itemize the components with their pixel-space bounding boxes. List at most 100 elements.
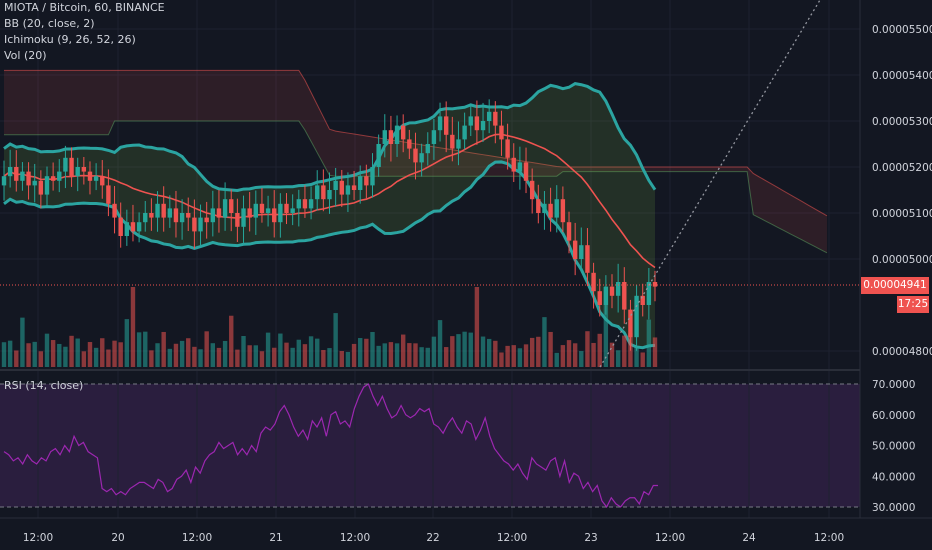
time-tick-label: 12:00 <box>814 532 844 544</box>
rsi-tick-label: 60.0000 <box>872 410 915 422</box>
time-tick-label: 12:00 <box>497 532 527 544</box>
volume-bar <box>32 341 37 367</box>
candle-body <box>20 171 25 181</box>
volume-bar <box>1 342 7 367</box>
volume-bar <box>419 347 424 367</box>
volume-bar <box>112 340 117 367</box>
candle-body <box>278 203 283 223</box>
candle-body <box>130 222 136 232</box>
volume-bar <box>106 349 111 367</box>
volume-bar <box>376 345 381 367</box>
volume-bar <box>186 338 191 367</box>
volume-bar <box>462 331 467 367</box>
volume-bar <box>229 315 234 367</box>
candle-body <box>437 116 443 131</box>
candle-body <box>235 213 240 227</box>
candle-body <box>628 309 633 338</box>
volume-bar <box>358 338 363 367</box>
time-tick-label: 12:00 <box>182 532 212 544</box>
candle-body <box>358 176 363 190</box>
candle-body <box>204 217 209 223</box>
volume-bar <box>63 346 68 367</box>
candle-body <box>112 203 117 218</box>
candle-body <box>456 139 461 149</box>
volume-bar <box>14 350 19 367</box>
candle-body <box>198 217 203 232</box>
volume-bar <box>474 287 480 367</box>
candle-body <box>517 162 523 172</box>
price-tick-label: 0.00005000 <box>872 254 932 266</box>
volume-bar <box>456 334 461 367</box>
candle-body <box>118 217 123 236</box>
candle-body <box>222 199 228 218</box>
volume-bar <box>548 331 553 367</box>
candle-body <box>106 185 111 204</box>
ichimoku-legend[interactable]: Ichimoku (9, 26, 52, 26) <box>4 33 136 46</box>
bb-legend[interactable]: BB (20, close, 2) <box>4 17 95 30</box>
time-tick-label: 20 <box>111 532 124 544</box>
candle-body <box>321 185 326 200</box>
volume-bar <box>290 347 295 367</box>
volume-bar <box>443 347 449 367</box>
rsi-line <box>3 383 658 509</box>
candle-body <box>63 157 68 172</box>
volume-bar <box>315 338 320 367</box>
volume-bar <box>560 345 566 367</box>
candle-body <box>388 130 394 144</box>
candle-body <box>136 222 142 232</box>
rsi-legend[interactable]: RSI (14, close) <box>4 379 84 392</box>
volume-bar <box>278 333 283 367</box>
candle-body <box>407 139 412 149</box>
volume-bar <box>499 352 504 367</box>
volume-bar <box>265 332 271 367</box>
volume-bar <box>192 346 197 367</box>
volume-bar <box>609 342 615 367</box>
volume-bar <box>253 345 259 367</box>
price-tick-label: 0.00005100 <box>872 208 932 220</box>
candle-body <box>253 203 259 218</box>
vol-legend[interactable]: Vol (20) <box>4 49 47 62</box>
candle-body <box>370 167 375 186</box>
candle-body <box>505 139 510 158</box>
candle-body <box>468 116 473 126</box>
volume-bar <box>161 331 166 367</box>
time-tick-label: 12:00 <box>655 532 685 544</box>
volume-bar <box>431 336 437 367</box>
candle-body <box>622 282 627 310</box>
volume-bar <box>572 343 578 367</box>
candle-body <box>419 153 424 163</box>
candle-body <box>536 199 541 213</box>
volume-bar <box>149 350 154 367</box>
volume-bar <box>591 342 596 367</box>
candle-body <box>413 148 418 163</box>
candle-body <box>143 213 148 223</box>
candle-body <box>167 208 173 218</box>
volume-bar <box>450 336 455 367</box>
volume-bar <box>222 340 228 367</box>
candle-body <box>14 167 19 181</box>
time-tick-label: 22 <box>426 532 439 544</box>
candle-body <box>32 180 37 186</box>
volume-bar <box>615 350 621 367</box>
volume-bar <box>198 349 203 367</box>
volume-bar <box>364 338 369 367</box>
volume-bar <box>603 287 609 367</box>
candle-body <box>425 144 430 154</box>
candle-body <box>1 176 7 186</box>
candle-body <box>652 282 658 287</box>
price-tick-label: 0.00005200 <box>872 162 932 174</box>
candle-body <box>560 199 566 223</box>
candle-body <box>646 282 652 305</box>
volume-bar <box>130 287 136 367</box>
volume-bar <box>505 345 510 367</box>
volume-bar <box>296 339 301 367</box>
candle-body <box>511 157 516 172</box>
volume-bar <box>652 337 658 367</box>
time-tick-label: 21 <box>269 532 282 544</box>
candle-body <box>591 272 596 292</box>
volume-bar <box>259 351 265 367</box>
volume-bar <box>75 338 80 367</box>
bb-fill <box>4 83 655 348</box>
symbol-legend[interactable]: MIOTA / Bitcoin, 60, BINANCE <box>4 1 165 14</box>
